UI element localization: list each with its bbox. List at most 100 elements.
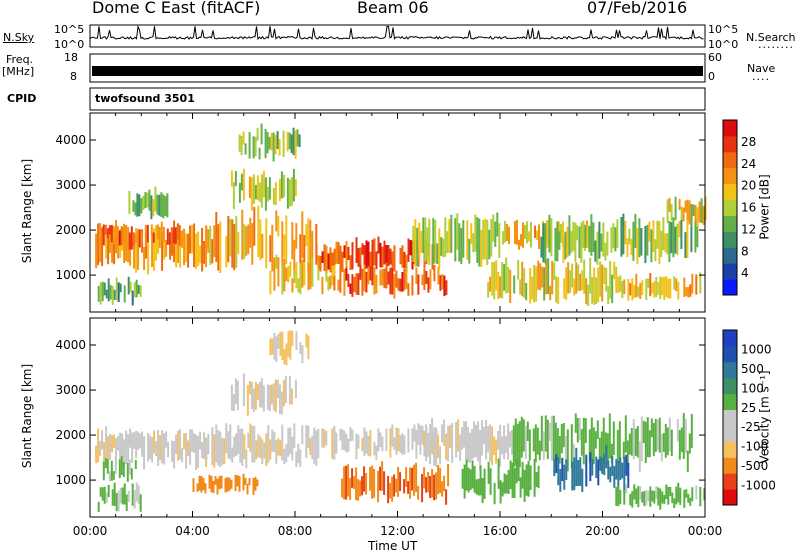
echo-cell [423, 430, 426, 447]
echo-cell [650, 229, 653, 263]
echo-cell [544, 415, 547, 452]
echo-cell [511, 429, 514, 455]
echo-cell [459, 434, 462, 461]
echo-cell [665, 276, 668, 297]
echo-cell [283, 234, 286, 258]
echo-cell [449, 425, 452, 449]
x-tick-label: 20:00 [585, 524, 620, 538]
echo-cell [130, 226, 133, 250]
echo-cell [281, 264, 284, 295]
echo-cell [653, 490, 656, 504]
echo-cell [135, 228, 138, 273]
echo-cell [148, 189, 151, 211]
echo-cell [111, 489, 114, 506]
echo-cell [636, 426, 639, 458]
echo-cell [596, 231, 599, 265]
echo-cell [276, 131, 279, 149]
echo-cell [581, 468, 584, 493]
echo-cell [131, 290, 134, 306]
echo-cell [511, 462, 514, 498]
echo-cell [333, 275, 336, 291]
echo-cell [389, 248, 392, 265]
echo-cell [443, 419, 446, 446]
echo-cell [161, 234, 164, 271]
echo-cell [264, 177, 267, 211]
echo-cell [252, 478, 255, 495]
echo-cell [108, 471, 111, 482]
colorbar-tick-label: 1000 [741, 342, 772, 356]
echo-cell [363, 264, 366, 292]
echo-cell [299, 342, 302, 354]
echo-cell [651, 490, 654, 502]
echo-cell [548, 214, 551, 253]
echo-cell [265, 433, 268, 467]
echo-cell [128, 191, 131, 215]
echo-cell [214, 476, 217, 485]
date-label: 07/Feb/2016 [587, 0, 688, 17]
echo-cell [613, 261, 616, 280]
echo-cell [411, 275, 414, 296]
echo-cell [282, 174, 285, 198]
y-tick-label: 2000 [55, 223, 86, 237]
echo-cell [461, 468, 464, 489]
echo-cell [387, 476, 390, 504]
echo-cell [117, 282, 120, 302]
echo-cell [315, 243, 318, 262]
echo-cell [543, 267, 546, 301]
echo-cell [135, 279, 138, 298]
echo-cell [623, 456, 626, 493]
nave-dots: .... [752, 70, 770, 83]
echo-cell [683, 277, 686, 297]
echo-cell [191, 429, 194, 452]
echo-cell [367, 266, 370, 285]
echo-cell [123, 439, 126, 468]
echo-cell [156, 194, 159, 215]
echo-cell [123, 223, 126, 264]
echo-cell [260, 174, 263, 208]
echo-cell [636, 228, 639, 265]
echo-cell [656, 220, 659, 249]
echo-cell [454, 218, 457, 262]
echo-cell [252, 388, 255, 412]
echo-cell [399, 435, 402, 453]
echo-cell [289, 261, 292, 277]
echo-cell [446, 231, 449, 253]
echo-cell [155, 441, 158, 457]
echo-cell [550, 218, 553, 257]
power-data [95, 123, 707, 307]
echo-cell [632, 221, 635, 261]
echo-cell [139, 494, 142, 512]
echo-cell [405, 254, 408, 273]
echo-cell [268, 137, 271, 150]
echo-cell [198, 475, 201, 491]
echo-cell [187, 233, 190, 268]
echo-cell [509, 431, 512, 448]
echo-cell [642, 420, 645, 444]
echo-cell [469, 469, 472, 490]
echo-cell [133, 240, 136, 269]
echo-cell [273, 257, 276, 291]
echo-cell [301, 259, 304, 288]
echo-cell [230, 479, 233, 489]
echo-cell [615, 486, 618, 506]
echo-cell [250, 177, 253, 211]
echo-cell [280, 391, 283, 415]
echo-cell [193, 223, 196, 268]
echo-cell [277, 334, 280, 349]
echo-cell [563, 278, 566, 299]
echo-cell [159, 435, 162, 461]
y-tick-label: 3000 [55, 178, 86, 192]
echo-cell [99, 282, 102, 305]
echo-cell [458, 223, 461, 262]
echo-cell [688, 200, 691, 225]
echo-cell [263, 442, 266, 459]
echo-cell [557, 277, 560, 304]
echo-cell [576, 417, 579, 443]
echo-cell [269, 338, 272, 356]
colorbar-swatch [723, 409, 737, 426]
echo-cell [626, 440, 629, 467]
echo-cell [538, 224, 540, 250]
echo-cell [369, 251, 372, 267]
echo-cell [349, 255, 352, 270]
